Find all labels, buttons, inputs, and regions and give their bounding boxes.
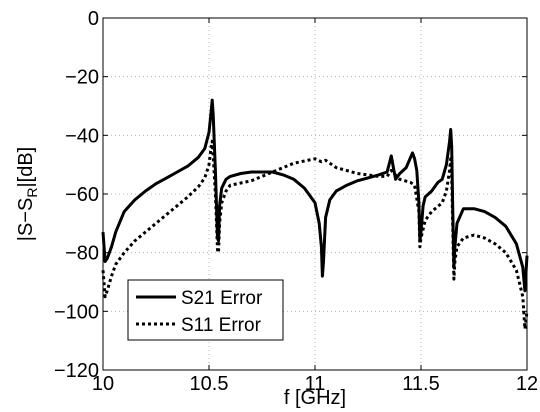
legend-label-s11: S11 Error (181, 315, 262, 336)
y-axis-label-subscript: R (24, 188, 40, 198)
y-tick-label: −40 (65, 125, 99, 147)
legend-box (127, 279, 284, 341)
legend-label-s21: S21 Error (181, 288, 263, 309)
x-tick-label: 10.5 (190, 373, 229, 395)
x-tick-label: 11 (305, 373, 326, 395)
y-tick-label: −80 (65, 243, 99, 265)
series-line-s21-error (101, 98, 529, 293)
y-tick-label: −120 (54, 360, 99, 382)
y-tick-label: −100 (54, 301, 99, 323)
y-axis-label-main: |S−S (15, 198, 37, 242)
y-tick-label: 0 (88, 8, 99, 30)
x-axis-label: f [GHz] (284, 387, 346, 409)
legend: S21 Error S11 Error (127, 279, 284, 341)
y-tick-label: −20 (65, 67, 99, 89)
ticks (102, 17, 528, 371)
series-line-s11-error (101, 139, 529, 331)
x-tick-label: 11.5 (402, 373, 439, 395)
tick-labels: 10 10.5 11 11.5 12 0 −20 −40 −60 −80 −100 −120 (54, 8, 538, 395)
series-layer (101, 98, 529, 331)
y-axis-label: |S−SR|[dB] (15, 147, 40, 241)
x-tick-label: 10 (92, 373, 114, 395)
y-tick-label: −60 (65, 184, 99, 206)
y-axis-label-rest: |[dB] (15, 147, 37, 188)
x-tick-label: 12 (516, 373, 538, 395)
